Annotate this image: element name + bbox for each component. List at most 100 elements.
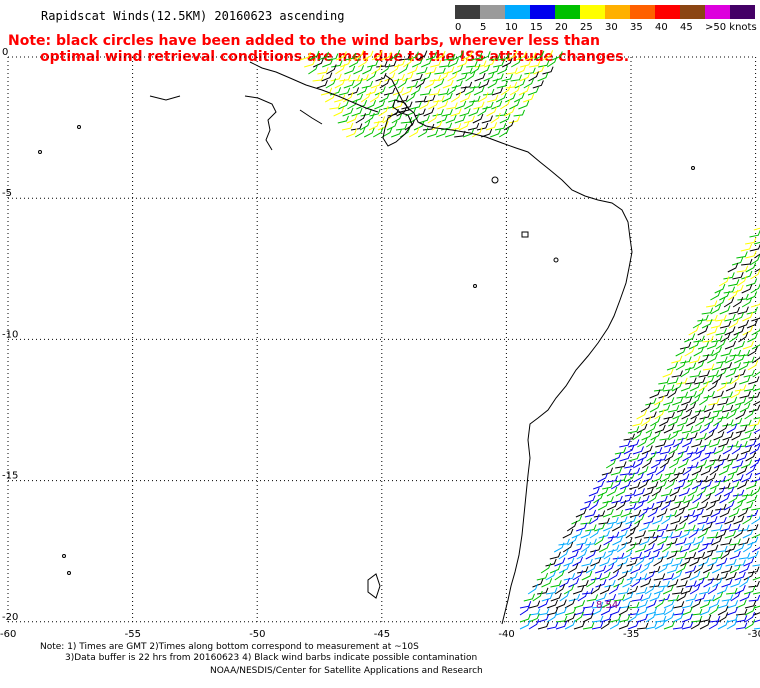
wind-barb — [704, 458, 716, 469]
wind-barb — [724, 530, 736, 539]
colorbar-swatch — [705, 5, 730, 19]
wind-barb — [749, 433, 760, 441]
wind-barb — [676, 391, 689, 399]
wind-barb — [711, 362, 724, 371]
wind-barb — [597, 500, 609, 511]
wind-barb — [632, 458, 644, 469]
wind-barb — [367, 59, 379, 68]
wind-barb — [546, 587, 558, 595]
wind-barb — [725, 368, 737, 378]
wind-barb — [698, 370, 710, 378]
wind-barb — [546, 621, 559, 630]
wind-barb — [567, 563, 579, 574]
wind-barb — [642, 473, 654, 483]
wind-barb — [722, 444, 734, 455]
wind-barb — [708, 422, 719, 434]
wind-barb — [481, 115, 493, 124]
coastline — [38, 61, 695, 625]
wind-barb — [546, 607, 559, 616]
wind-barb — [635, 573, 648, 581]
wind-barb — [710, 494, 722, 504]
wind-barb — [661, 514, 672, 525]
wind-barb — [718, 276, 730, 287]
wind-barb — [746, 509, 759, 518]
wind-barb — [421, 58, 432, 68]
wind-barb — [723, 272, 735, 280]
wind-barb — [510, 57, 522, 68]
wind-barb — [742, 514, 753, 525]
wind-barb — [385, 60, 397, 68]
wind-barb — [696, 486, 707, 497]
wind-barb — [428, 99, 439, 110]
wind-barb — [737, 293, 749, 301]
wind-barb — [649, 592, 661, 602]
wind-barb — [737, 319, 749, 329]
wind-barb — [726, 606, 738, 616]
wind-barb — [493, 60, 505, 68]
wind-barb — [710, 290, 721, 301]
wind-barb — [720, 523, 732, 532]
wind-barb — [506, 50, 518, 61]
wind-barb — [739, 390, 751, 399]
wind-barb — [719, 320, 732, 329]
wind-barb — [737, 493, 749, 504]
wind-barb — [611, 521, 623, 532]
wind-barb — [541, 578, 553, 588]
wind-barb — [734, 354, 745, 364]
wind-barb — [536, 572, 549, 581]
wind-barb — [680, 382, 692, 392]
wind-barb — [742, 541, 754, 553]
wind-barb — [749, 418, 760, 427]
wind-barb — [716, 572, 728, 581]
wind-barb — [736, 465, 748, 476]
wind-barb — [492, 73, 504, 82]
wind-barb — [679, 513, 690, 525]
wind-barb — [699, 411, 711, 420]
wind-barb — [564, 607, 577, 616]
wind-barb — [684, 346, 695, 357]
wind-barb — [559, 590, 570, 602]
wind-barb — [628, 453, 640, 462]
wind-barb — [433, 95, 445, 103]
wind-barb — [735, 397, 747, 406]
wind-barb — [672, 396, 684, 406]
wind-barb — [593, 480, 605, 490]
wind-barb — [374, 86, 386, 96]
wind-barb — [691, 466, 703, 476]
wind-barb — [734, 585, 746, 595]
wind-barb — [449, 123, 462, 131]
wind-barb — [334, 78, 346, 89]
wind-barb — [623, 444, 635, 455]
wind-barb — [689, 382, 701, 392]
wind-barb — [715, 338, 727, 350]
wind-barb — [335, 51, 347, 61]
island — [62, 554, 66, 558]
wind-barb — [654, 597, 665, 609]
wind-barb — [730, 578, 742, 588]
wind-barb — [677, 446, 689, 455]
wind-barb — [748, 580, 760, 588]
wind-barb — [600, 618, 612, 630]
wind-barb — [711, 563, 723, 574]
wind-barb — [693, 536, 705, 546]
wind-barb — [732, 500, 744, 511]
wind-barb — [360, 91, 372, 103]
wind-barb — [519, 613, 531, 623]
wind-barb — [688, 340, 700, 350]
note-line-1: Note: black circles have been added to t… — [8, 33, 601, 49]
wind-barb — [580, 501, 592, 511]
wind-barb — [593, 510, 606, 518]
wind-barb — [640, 402, 652, 413]
wind-barb — [677, 458, 689, 469]
wind-barb — [487, 78, 499, 89]
wind-barb — [648, 524, 660, 532]
wind-barb — [697, 516, 709, 525]
wind-barb — [692, 508, 704, 518]
wind-barb — [503, 120, 515, 131]
wind-barb — [697, 528, 709, 539]
wind-barb — [381, 127, 393, 138]
wind-barb — [744, 408, 755, 420]
wind-barb — [647, 493, 658, 504]
wind-barb — [308, 50, 320, 61]
wind-barb — [749, 457, 760, 469]
